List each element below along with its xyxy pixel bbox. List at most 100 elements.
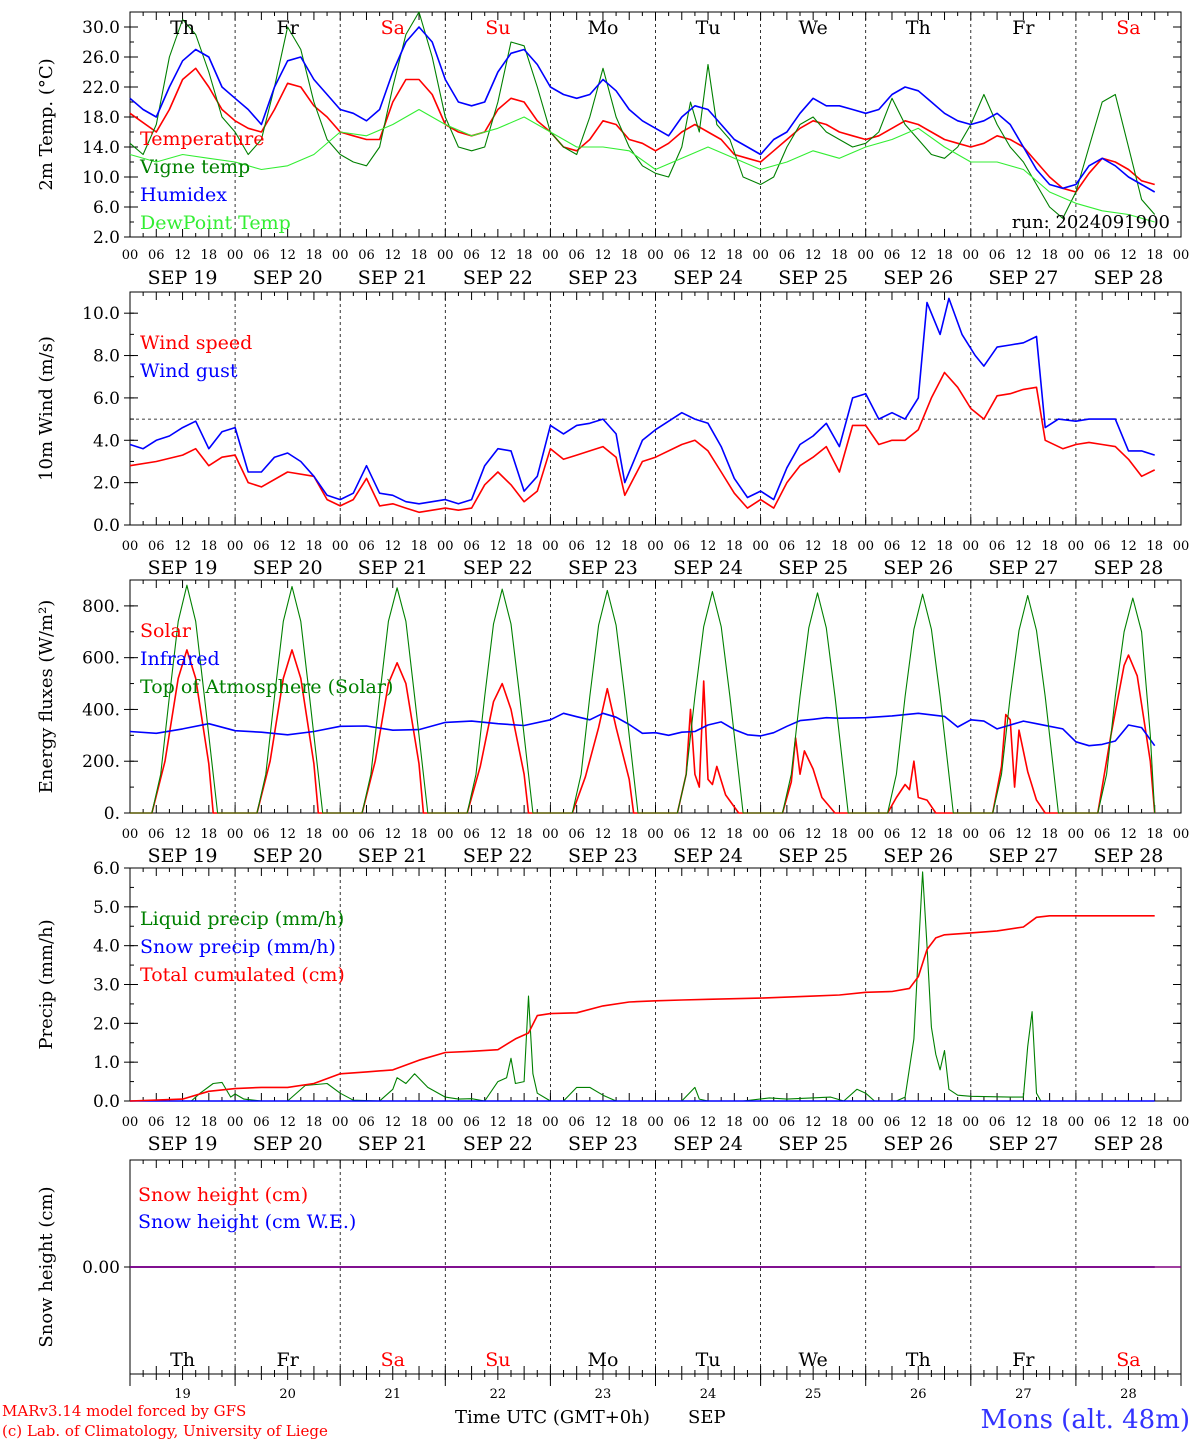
hour-tick-label: 18 <box>936 248 953 263</box>
hour-tick-label: 12 <box>279 248 296 263</box>
series-line <box>129 26 1156 193</box>
hour-tick-label: 06 <box>463 1115 480 1130</box>
date-label: SEP 25 <box>778 557 848 579</box>
hour-tick-label: 06 <box>1094 539 1111 554</box>
legend-entry: Vigne temp <box>139 156 250 178</box>
hour-tick-label: 12 <box>490 248 507 263</box>
hour-tick-label: 00 <box>122 827 139 842</box>
hour-tick-label: 06 <box>568 539 585 554</box>
legend-entry: Snow height (cm) <box>138 1184 308 1206</box>
hour-tick-label: 06 <box>1094 248 1111 263</box>
hour-tick-label: 00 <box>857 248 874 263</box>
series-line <box>130 649 1156 814</box>
date-label: SEP 25 <box>778 1133 848 1155</box>
y-tick-label: 14.0 <box>82 138 120 158</box>
hour-tick-label: 06 <box>148 539 165 554</box>
footer-lab: (c) Lab. of Climatology, University of L… <box>2 1422 328 1440</box>
day-number-label: 20 <box>279 1387 296 1402</box>
hour-tick-label: 12 <box>490 1115 507 1130</box>
hour-tick-label: 06 <box>779 827 796 842</box>
hour-tick-label: 06 <box>253 539 270 554</box>
date-label: SEP 19 <box>148 557 218 579</box>
hour-tick-label: 06 <box>148 248 165 263</box>
hour-tick-label: 12 <box>1120 248 1137 263</box>
date-label: SEP 27 <box>988 845 1058 867</box>
date-label: SEP 28 <box>1094 267 1164 289</box>
hour-tick-label: 00 <box>647 248 664 263</box>
hour-tick-label: 06 <box>358 1115 375 1130</box>
series-group <box>129 584 1156 814</box>
series-line <box>130 871 1155 1102</box>
hour-tick-label: 06 <box>463 539 480 554</box>
hour-tick-label: 18 <box>621 1115 638 1130</box>
y-tick-label: 5.0 <box>93 898 120 918</box>
hour-tick-label: 00 <box>227 539 244 554</box>
date-label: SEP 26 <box>883 267 953 289</box>
hour-tick-label: 18 <box>831 248 848 263</box>
date-label: SEP 22 <box>463 267 533 289</box>
hour-tick-label: 06 <box>1094 827 1111 842</box>
hour-tick-label: 12 <box>700 827 717 842</box>
date-label: SEP 21 <box>358 1133 428 1155</box>
hour-tick-label: 12 <box>595 539 612 554</box>
hour-tick-label: 00 <box>437 827 454 842</box>
date-label: SEP 28 <box>1094 1133 1164 1155</box>
hour-tick-label: 18 <box>726 1115 743 1130</box>
hour-tick-label: 18 <box>621 539 638 554</box>
hour-tick-label: 06 <box>358 827 375 842</box>
y-tick-label: 0. <box>104 804 120 824</box>
day-number-label: 23 <box>595 1387 612 1402</box>
legend-entry: Infrared <box>140 648 220 670</box>
day-of-week-label: Sa <box>381 1349 405 1371</box>
hour-tick-label: 06 <box>674 1115 691 1130</box>
date-label: SEP 25 <box>778 267 848 289</box>
y-tick-label: 2.0 <box>93 1014 120 1034</box>
series-line <box>130 584 1156 814</box>
hour-tick-label: 00 <box>752 827 769 842</box>
legend-entry: Solar <box>140 620 192 642</box>
legend-entry: Top of Atmosphere (Solar) <box>140 676 393 698</box>
hour-tick-label: 06 <box>674 248 691 263</box>
hour-tick-label: 18 <box>516 1115 533 1130</box>
hour-tick-label: 06 <box>884 539 901 554</box>
y-tick-label: 3.0 <box>93 976 120 996</box>
day-of-week-label: Fr <box>277 1349 300 1371</box>
hour-tick-label: 12 <box>910 539 927 554</box>
y-tick-label: 6.0 <box>93 198 120 218</box>
hour-tick-label: 06 <box>884 1115 901 1130</box>
hour-tick-label: 00 <box>227 248 244 263</box>
date-label: SEP 20 <box>253 845 323 867</box>
date-label: SEP 19 <box>148 267 218 289</box>
hour-tick-label: 00 <box>752 248 769 263</box>
legend-entry: Humidex <box>140 184 227 206</box>
hour-tick-label: 12 <box>490 539 507 554</box>
date-label: SEP 21 <box>358 557 428 579</box>
hour-tick-label: 18 <box>516 248 533 263</box>
date-label: SEP 21 <box>358 267 428 289</box>
panel-3: 0. 200. 400. 600. 800. Energy fluxes (W/m²) So… <box>36 579 1189 867</box>
hour-tick-label: 18 <box>726 248 743 263</box>
station-name: Mons (alt. 48m) <box>981 1405 1190 1435</box>
legend-entry: Temperature <box>140 128 264 150</box>
y-tick-label: 8.0 <box>93 347 120 367</box>
hour-tick-label: 00 <box>1173 1115 1190 1130</box>
hour-tick-label: 12 <box>700 1115 717 1130</box>
series-line <box>129 11 1156 219</box>
hour-tick-label: 18 <box>411 1115 428 1130</box>
hour-tick-label: 00 <box>963 248 980 263</box>
y-tick-label: 0.0 <box>93 1092 120 1112</box>
day-of-week-label: Th <box>170 1349 195 1371</box>
hour-tick-label: 12 <box>595 248 612 263</box>
date-label: SEP 24 <box>673 845 743 867</box>
hour-tick-label: 06 <box>148 1115 165 1130</box>
hour-tick-label: 18 <box>411 539 428 554</box>
date-label: SEP 24 <box>673 1133 743 1155</box>
legend-entry: Wind speed <box>140 332 252 354</box>
y-tick-label: 600. <box>82 649 120 669</box>
series-line <box>129 712 1156 747</box>
date-label: SEP 20 <box>253 1133 323 1155</box>
hour-tick-label: 12 <box>174 248 191 263</box>
hour-tick-label: 12 <box>1015 248 1032 263</box>
day-of-week-label: We <box>799 1349 828 1371</box>
